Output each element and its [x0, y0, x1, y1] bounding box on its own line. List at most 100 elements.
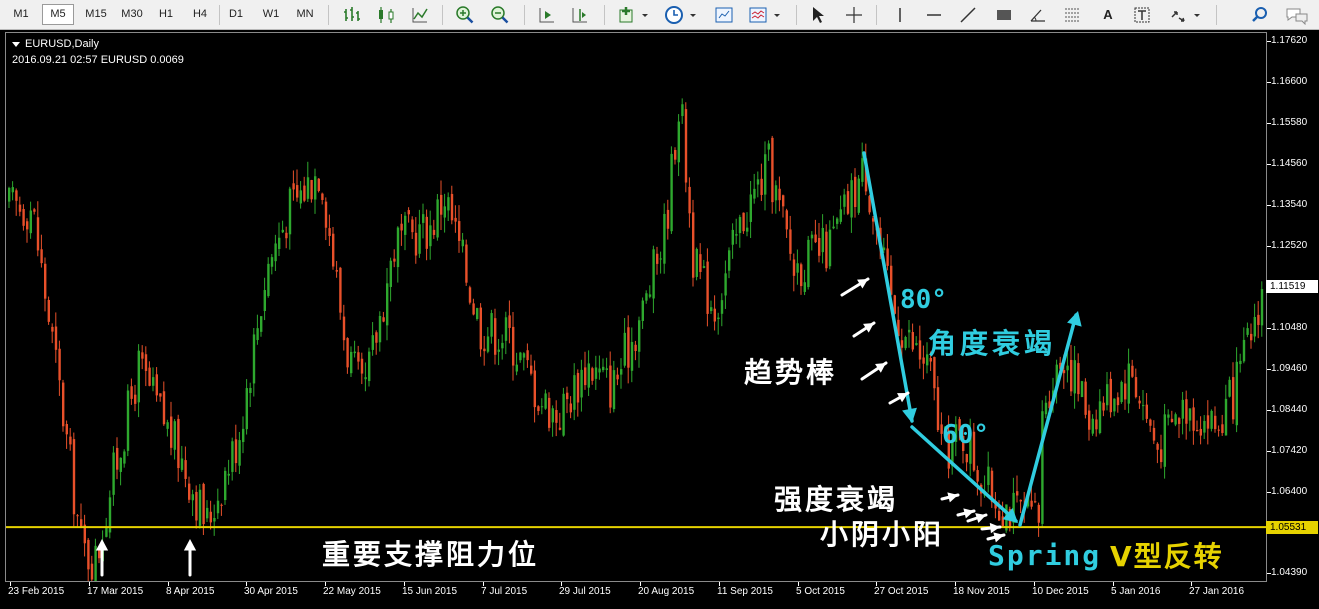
- arrows-icon[interactable]: [1168, 5, 1188, 25]
- candle-body: [1149, 419, 1152, 426]
- candle-body: [159, 393, 162, 397]
- candle-body: [846, 191, 850, 214]
- candle-body: [522, 353, 526, 358]
- candle-body: [562, 393, 565, 436]
- price-tick-label: 1.04390: [1271, 567, 1308, 578]
- candle-body: [270, 257, 274, 267]
- candle-body: [515, 364, 518, 372]
- dropdown-arrow-icon[interactable]: [688, 5, 698, 25]
- text-label-icon[interactable]: [1132, 5, 1152, 25]
- timeframe-m1-button[interactable]: M1: [13, 8, 29, 20]
- price-tick-label: 1.08440: [1271, 404, 1308, 415]
- chart-area[interactable]: [5, 32, 1267, 582]
- reversal-trendline: [1018, 313, 1078, 527]
- fibonacci-icon[interactable]: [1062, 5, 1082, 25]
- template-icon[interactable]: [714, 5, 734, 25]
- rectangle-icon[interactable]: [994, 5, 1014, 25]
- candle-body: [364, 377, 367, 380]
- autoscroll-icon[interactable]: [537, 5, 557, 25]
- horizontal-line-icon[interactable]: [924, 5, 944, 25]
- candle-body: [972, 431, 976, 471]
- date-tick-label: 18 Nov 2015: [953, 586, 1010, 597]
- candle-body: [494, 318, 497, 355]
- zoom-out-icon[interactable]: [490, 5, 510, 25]
- text-tool-button[interactable]: A: [1103, 7, 1113, 22]
- candle-body: [1203, 420, 1206, 433]
- chart-shift-icon[interactable]: [570, 5, 590, 25]
- candle-body: [699, 254, 702, 272]
- candle-body: [314, 176, 317, 200]
- candle-body: [1059, 362, 1062, 369]
- candle-body: [260, 316, 263, 332]
- timeframe-m5-button[interactable]: M5: [42, 4, 74, 25]
- price-tick-label: 1.16600: [1271, 76, 1308, 87]
- timeframe-mn-button[interactable]: MN: [296, 8, 314, 20]
- candle-body: [1232, 377, 1235, 420]
- angle-icon[interactable]: [1028, 5, 1048, 25]
- candle-body: [346, 338, 349, 368]
- chat-icon[interactable]: [1284, 5, 1310, 25]
- candle-body: [188, 483, 191, 500]
- candle-body: [666, 209, 670, 229]
- profiles-icon[interactable]: [748, 5, 768, 25]
- candle-body: [969, 434, 972, 464]
- candle-body: [512, 326, 515, 366]
- candle-body: [170, 416, 173, 448]
- candle-body: [458, 221, 461, 241]
- timeframe-m15-button[interactable]: M15: [85, 8, 107, 20]
- candle-body: [958, 419, 961, 431]
- candle-body: [746, 227, 749, 232]
- periods-clock-icon[interactable]: [664, 5, 684, 25]
- candle-body: [936, 387, 940, 431]
- candle-body: [695, 248, 698, 277]
- candle-body: [317, 178, 320, 191]
- candle-body: [1134, 377, 1138, 398]
- price-tick: [1267, 205, 1271, 206]
- candle-body: [731, 229, 734, 245]
- indicators-icon[interactable]: [618, 5, 638, 25]
- dropdown-arrow-icon[interactable]: [640, 5, 650, 25]
- arrow-head: [947, 492, 958, 503]
- timeframe-w1-button[interactable]: W1: [262, 8, 280, 20]
- search-icon[interactable]: [1250, 5, 1270, 25]
- price-tick: [1267, 246, 1271, 247]
- candle-body: [69, 436, 72, 445]
- dropdown-arrow-icon[interactable]: [1192, 5, 1202, 25]
- candle-body: [821, 227, 824, 253]
- timeframe-h1-button[interactable]: H1: [158, 8, 174, 20]
- timeframe-m30-button[interactable]: M30: [121, 8, 143, 20]
- timeframe-h4-button[interactable]: H4: [192, 8, 208, 20]
- candle-body: [566, 392, 569, 400]
- candle-body: [627, 327, 630, 368]
- candle-body: [1091, 418, 1094, 434]
- line-chart-icon[interactable]: [410, 5, 430, 25]
- candle-body: [450, 193, 454, 221]
- chart-menu-icon[interactable]: [12, 41, 20, 47]
- candle-body: [854, 176, 857, 207]
- candle-body: [1001, 516, 1004, 527]
- candle-body: [1124, 383, 1127, 400]
- trendline-icon[interactable]: [958, 5, 978, 25]
- vertical-line-icon[interactable]: [890, 5, 910, 25]
- cursor-arrow-icon[interactable]: [808, 5, 828, 25]
- candle-body: [1106, 384, 1109, 406]
- candle-body: [191, 494, 194, 501]
- candle-body: [911, 332, 914, 350]
- candlestick-icon[interactable]: [376, 5, 396, 25]
- date-tick-label: 11 Sep 2015: [717, 586, 773, 597]
- bar-chart-icon[interactable]: [342, 5, 362, 25]
- timeframe-d1-button[interactable]: D1: [228, 8, 244, 20]
- candle-body: [724, 273, 727, 296]
- candle-body: [1034, 501, 1037, 503]
- candle-body: [749, 194, 752, 222]
- candle-body: [602, 366, 605, 371]
- candle-body: [206, 507, 209, 519]
- price-scale[interactable]: [1267, 32, 1319, 582]
- candle-body: [1113, 398, 1116, 412]
- dropdown-arrow-icon[interactable]: [772, 5, 782, 25]
- candle-body: [396, 227, 400, 268]
- candle-body: [137, 350, 140, 403]
- date-tick: [1191, 582, 1192, 586]
- zoom-in-icon[interactable]: [455, 5, 475, 25]
- crosshair-icon[interactable]: [844, 5, 864, 25]
